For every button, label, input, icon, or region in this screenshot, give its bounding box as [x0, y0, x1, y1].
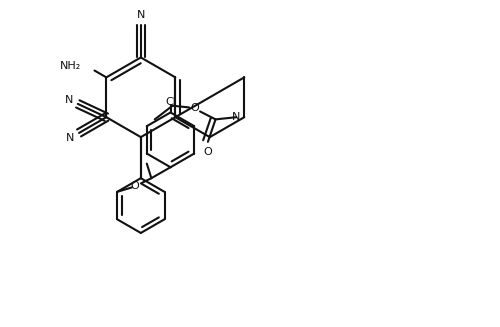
- Text: O: O: [190, 103, 200, 113]
- Text: N: N: [66, 133, 74, 143]
- Text: Cl: Cl: [165, 96, 176, 107]
- Text: N: N: [136, 9, 145, 20]
- Text: O: O: [130, 181, 140, 191]
- Text: O: O: [203, 147, 212, 157]
- Text: N: N: [232, 112, 240, 122]
- Text: N: N: [64, 95, 73, 105]
- Text: NH₂: NH₂: [60, 61, 82, 71]
